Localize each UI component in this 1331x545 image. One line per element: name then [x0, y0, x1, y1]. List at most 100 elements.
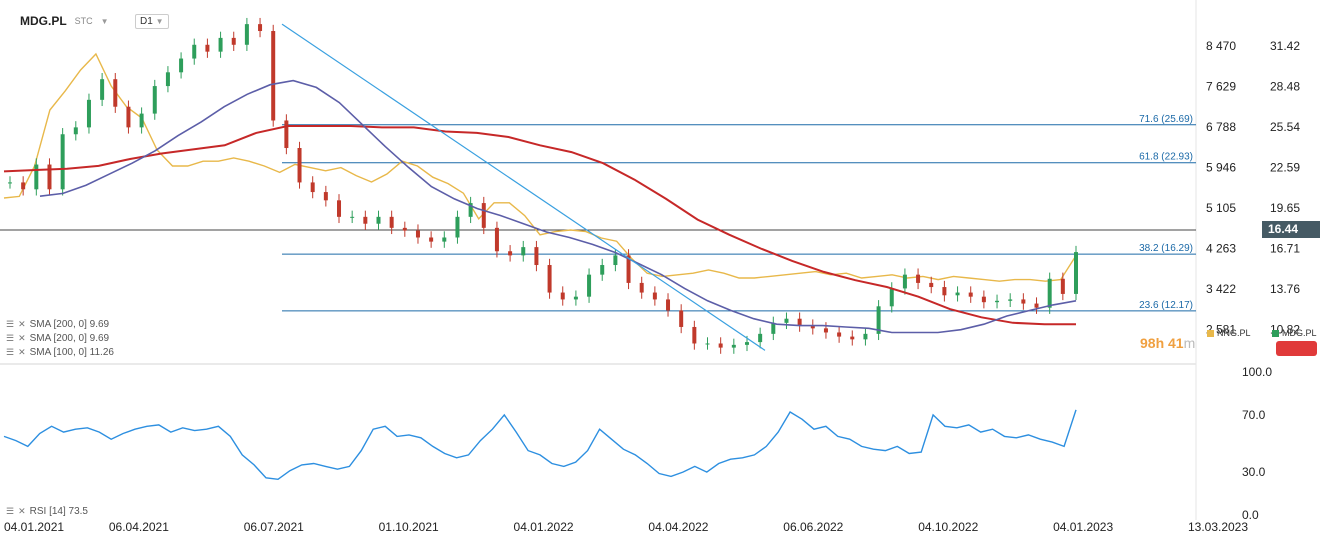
candle-body	[666, 299, 671, 311]
x-tick: 06.04.2021	[109, 520, 169, 534]
candle-body	[718, 343, 723, 348]
chart-header: MDG.PL STC ▼	[20, 12, 109, 30]
legend-item-nng[interactable]: NNG.PL	[1207, 328, 1251, 338]
candle-body	[1047, 278, 1052, 308]
y-right-tick: 25.54	[1270, 120, 1300, 134]
candle-body	[1021, 299, 1026, 304]
x-tick: 04.01.2023	[1053, 520, 1113, 534]
y-right-tick: 31.42	[1270, 39, 1300, 53]
candle-body	[389, 216, 394, 228]
candle-body	[981, 296, 986, 303]
candle-body	[284, 120, 289, 149]
candle-body	[415, 230, 420, 238]
rsi-tick: 0.0	[1242, 508, 1259, 522]
candle-body	[218, 37, 223, 52]
candle-body	[192, 44, 197, 59]
candle-body	[468, 203, 473, 217]
timeframe-value[interactable]: D1 ▼	[135, 13, 169, 29]
candle-body	[744, 342, 749, 345]
trendline-segment	[281, 23, 766, 351]
indicator-label: SMA [100, 0] 11.26	[29, 347, 114, 358]
price-series	[8, 17, 1078, 354]
close-icon[interactable]: ✕	[18, 506, 26, 516]
legend-item-mdg[interactable]: MDG.PL	[1272, 328, 1317, 338]
candle-body	[547, 265, 552, 293]
candle-body	[942, 287, 947, 296]
candle-body	[402, 227, 407, 231]
candle-body	[323, 192, 328, 201]
candle-body	[100, 79, 105, 100]
indicator-label: SMA [200, 0] 9.69	[29, 333, 110, 344]
candle-body	[823, 328, 828, 333]
candle-body	[165, 72, 170, 87]
candle-body	[863, 333, 868, 340]
indicator-item[interactable]: ☰ ✕ SMA [100, 0] 11.26	[6, 347, 114, 358]
settings-icon[interactable]: ☰	[6, 333, 15, 343]
candle-countdown: 98h 41m	[1140, 335, 1196, 351]
fib-label: 71.6 (25.69)	[1139, 114, 1193, 125]
candle-body	[758, 333, 763, 343]
close-icon[interactable]: ✕	[18, 347, 26, 357]
indicator-item[interactable]: ☰ ✕ SMA [200, 0] 9.69	[6, 333, 109, 344]
candle-body	[47, 164, 52, 190]
candle-body	[916, 274, 921, 283]
candle-body	[310, 182, 315, 193]
y-left-tick: 4 263	[1206, 241, 1236, 255]
candle-body	[534, 247, 539, 266]
alert-tag[interactable]	[1276, 341, 1317, 356]
candle-body	[205, 44, 210, 52]
candle-body	[995, 300, 1000, 303]
candle-body	[876, 306, 881, 334]
settings-icon[interactable]: ☰	[6, 319, 15, 329]
candle-body	[797, 318, 802, 326]
candle-body	[626, 255, 631, 283]
close-icon[interactable]: ✕	[18, 319, 26, 329]
legend-swatch	[1207, 329, 1214, 337]
trendline[interactable]	[281, 23, 766, 351]
fibonacci-levels: 71.6 (25.69) 61.8 (22.93) 38.2 (16.29) 23.6…	[282, 114, 1196, 312]
candle-body	[297, 148, 302, 183]
candle-body	[810, 325, 815, 329]
candle-body	[258, 24, 263, 32]
legend-label: MDG.PL	[1282, 328, 1317, 338]
legend-swatch	[1272, 329, 1279, 337]
gridlines	[0, 0, 1197, 520]
current-price-tag: 16.44	[1262, 221, 1320, 238]
candle-body	[968, 292, 973, 297]
candle-body	[337, 200, 342, 217]
timeframe-selector[interactable]: D1 ▼	[135, 12, 169, 30]
candle-body	[508, 251, 513, 256]
symbol-type: STC	[74, 16, 93, 26]
candle-body	[350, 216, 355, 218]
fib-label: 38.2 (16.29)	[1139, 243, 1193, 254]
candle-body	[60, 134, 65, 190]
candle-body	[139, 113, 144, 128]
indicator-item[interactable]: ☰ ✕ SMA [200, 0] 9.69	[6, 319, 109, 330]
candle-body	[600, 265, 605, 275]
candle-body	[613, 255, 618, 266]
settings-icon[interactable]: ☰	[6, 347, 15, 357]
y-right-tick: 28.48	[1270, 79, 1300, 93]
rsi-indicator-item[interactable]: ☰ ✕ RSI [14] 73.5	[6, 506, 88, 517]
moving-averages	[3, 79, 1077, 334]
candle-body	[179, 58, 184, 73]
rsi-tick: 100.0	[1242, 365, 1272, 379]
y-left-tick: 5 105	[1206, 201, 1236, 215]
candle-body	[494, 227, 499, 252]
candle-body	[86, 99, 91, 128]
legend-label: NNG.PL	[1217, 328, 1251, 338]
y-left-tick: 7 629	[1206, 79, 1236, 93]
candle-body	[442, 237, 447, 242]
rsi-line	[3, 409, 1077, 481]
chevron-down-icon[interactable]: ▼	[100, 16, 109, 26]
candle-body	[363, 216, 368, 224]
candle-body	[889, 288, 894, 307]
candle-body	[521, 247, 526, 256]
rsi-panel	[3, 409, 1077, 481]
indicator-label: SMA [200, 0] 9.69	[29, 319, 110, 330]
axis-labels: 8 470 31.42 7 629 28.48 6 788 25.54 5 946 22.59…	[4, 39, 1300, 534]
settings-icon[interactable]: ☰	[6, 506, 15, 516]
close-icon[interactable]: ✕	[18, 333, 26, 343]
rsi-tick: 30.0	[1242, 465, 1266, 479]
